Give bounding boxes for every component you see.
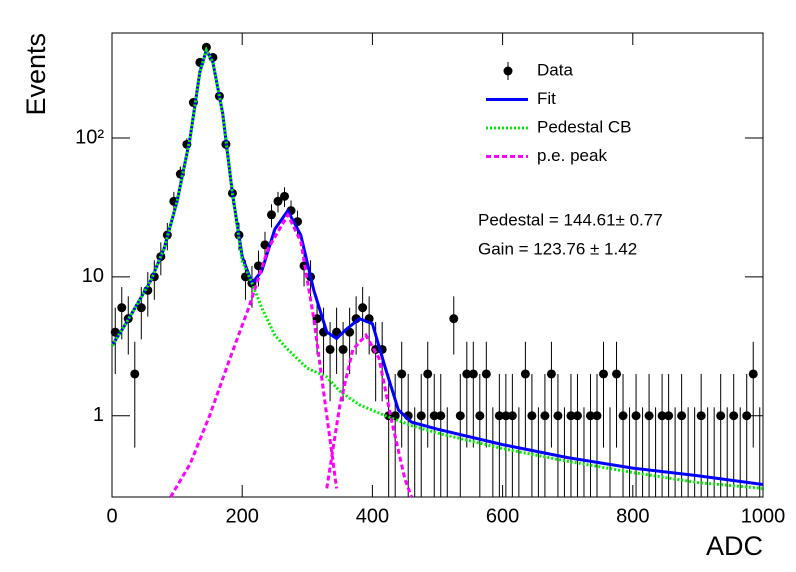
data-point bbox=[553, 411, 563, 421]
data-point bbox=[260, 240, 270, 250]
data-point bbox=[527, 411, 537, 421]
legend-symbol bbox=[503, 66, 513, 76]
data-point bbox=[618, 411, 628, 421]
data-point bbox=[677, 411, 687, 421]
data-point bbox=[729, 411, 739, 421]
data-point bbox=[455, 411, 465, 421]
data-point bbox=[325, 344, 335, 354]
y-tick-label: 10 bbox=[82, 265, 104, 287]
data-point bbox=[280, 191, 290, 201]
data-point bbox=[358, 303, 368, 313]
legend-label: p.e. peak bbox=[537, 146, 607, 165]
data-point bbox=[468, 369, 478, 379]
plot-frame bbox=[111, 32, 764, 498]
data-point bbox=[253, 261, 263, 271]
data-point bbox=[475, 411, 485, 421]
data-point bbox=[540, 411, 550, 421]
x-axis-label: ADC bbox=[706, 531, 763, 561]
data-point bbox=[572, 411, 582, 421]
data-point bbox=[716, 411, 726, 421]
data-point bbox=[748, 369, 758, 379]
annotation: Gain = 123.76 ± 1.42 bbox=[478, 239, 637, 258]
annotation: Pedestal = 144.61± 0.77 bbox=[478, 210, 663, 229]
data-point bbox=[664, 411, 674, 421]
data-point bbox=[507, 411, 517, 421]
data-point bbox=[612, 369, 622, 379]
data-point bbox=[273, 196, 283, 206]
legend-label: Pedestal CB bbox=[537, 117, 632, 136]
data-point bbox=[599, 369, 609, 379]
data-point bbox=[462, 369, 472, 379]
data-point bbox=[566, 411, 576, 421]
data-point bbox=[501, 411, 511, 421]
x-tick-label: 0 bbox=[106, 505, 117, 527]
data-point bbox=[449, 314, 459, 324]
y-tick-label: 10² bbox=[75, 126, 104, 148]
data-point bbox=[657, 411, 667, 421]
fit-curve bbox=[169, 211, 413, 498]
x-tick-label: 600 bbox=[486, 505, 519, 527]
data-point bbox=[338, 344, 348, 354]
y-tick-label: 1 bbox=[93, 404, 104, 426]
data-point bbox=[494, 411, 504, 421]
data-point bbox=[481, 369, 491, 379]
data-point bbox=[117, 303, 127, 313]
y-axis-label: Events bbox=[21, 33, 51, 116]
data-point bbox=[546, 369, 556, 379]
data-point bbox=[696, 411, 706, 421]
fit-curve bbox=[110, 46, 764, 486]
data-point bbox=[631, 411, 641, 421]
data-point bbox=[644, 411, 654, 421]
data-point bbox=[130, 369, 140, 379]
legend-label: Data bbox=[537, 60, 573, 79]
x-tick-label: 1000 bbox=[741, 505, 786, 527]
data-point bbox=[436, 411, 446, 421]
legend-label: Fit bbox=[537, 89, 556, 108]
fit-curve bbox=[110, 46, 764, 490]
data-point bbox=[423, 369, 433, 379]
x-tick-label: 800 bbox=[616, 505, 649, 527]
data-point bbox=[397, 369, 407, 379]
data-point bbox=[742, 411, 752, 421]
data-point bbox=[520, 369, 530, 379]
x-tick-label: 200 bbox=[226, 505, 259, 527]
data-point bbox=[266, 210, 276, 220]
data-point bbox=[136, 303, 146, 313]
x-tick-label: 400 bbox=[356, 505, 389, 527]
data-point bbox=[429, 411, 439, 421]
data-point bbox=[592, 411, 602, 421]
data-point bbox=[585, 411, 595, 421]
data-point bbox=[416, 411, 426, 421]
